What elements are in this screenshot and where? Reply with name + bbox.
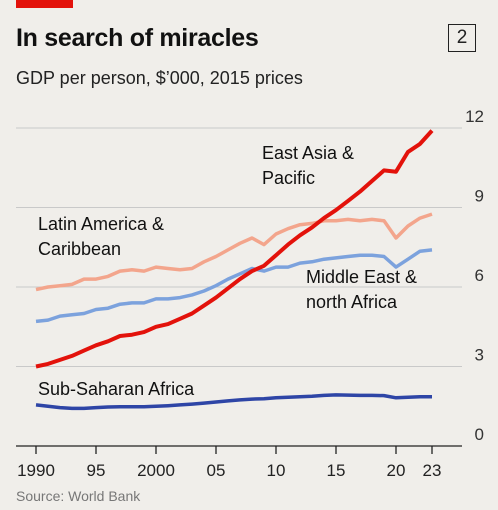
series-label-sub-saharan-line-1: Sub-Saharan Africa [38,379,195,399]
series-label-latin-america-line-1: Latin America & [38,214,164,234]
chart-subtitle: GDP per person, $’000, 2015 prices [16,68,303,88]
x-tick-label-2005: 05 [207,461,226,480]
series-line-sub-saharan [35,393,432,411]
x-tick-label-2015: 15 [327,461,346,480]
series-line-east-asia [35,129,434,369]
series-label-middle-east-line-2: north Africa [306,292,398,312]
chart-title: In search of miracles [16,24,259,52]
y-tick-label-6: 6 [475,266,484,285]
series-label-middle-east-line-1: Middle East & [306,267,417,287]
x-tick-label-2000: 2000 [137,461,175,480]
y-tick-label-9: 9 [475,187,484,206]
x-tick-label-2020: 20 [387,461,406,480]
y-tick-label-3: 3 [475,346,484,365]
y-tick-label-0: 0 [475,425,484,444]
chart-number-badge: 2 [448,24,476,52]
source-note: Source: World Bank [16,488,141,504]
series-label-east-asia-line-2: Pacific [262,168,315,188]
series-line-middle-east [35,248,433,324]
series-label-east-asia-line-1: East Asia & [262,143,354,163]
x-tick-label-2023: 23 [423,461,442,480]
series-line-latin-america [35,212,433,292]
y-tick-label-12: 12 [465,107,484,126]
accent-bar [16,0,73,8]
x-tick-label-1990: 1990 [17,461,55,480]
series-label-latin-america-line-2: Caribbean [38,239,121,259]
x-tick-label-2010: 10 [267,461,286,480]
x-tick-label-1995: 95 [87,461,106,480]
